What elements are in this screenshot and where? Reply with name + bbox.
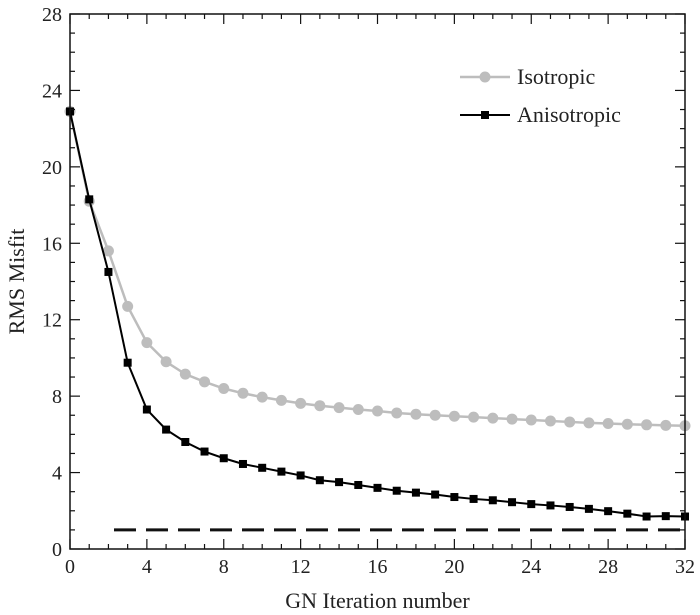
isotropic-point xyxy=(660,419,672,431)
x-tick-label: 12 xyxy=(291,556,311,578)
anisotropic-point xyxy=(508,498,517,507)
isotropic-point xyxy=(506,413,518,425)
anisotropic-point xyxy=(392,486,401,495)
isotropic-point xyxy=(333,402,345,414)
isotropic-point xyxy=(199,376,211,388)
x-axis-title: GN Iteration number xyxy=(285,588,470,613)
isotropic-point xyxy=(141,337,153,349)
anisotropic-point xyxy=(623,509,632,518)
anisotropic-point xyxy=(431,490,440,499)
anisotropic-point xyxy=(642,512,651,521)
anisotropic-point xyxy=(296,471,305,480)
y-tick-label: 8 xyxy=(52,386,62,408)
anisotropic-point xyxy=(450,493,459,502)
x-tick-label: 20 xyxy=(444,556,464,578)
isotropic-point xyxy=(583,417,595,429)
x-tick-label: 8 xyxy=(219,556,229,578)
isotropic-point xyxy=(352,404,364,416)
anisotropic-point xyxy=(219,454,228,463)
anisotropic-point xyxy=(315,476,324,485)
x-tick-label: 24 xyxy=(521,556,541,578)
anisotropic-point xyxy=(411,488,420,497)
anisotropic-point xyxy=(123,358,132,367)
isotropic-point xyxy=(487,412,499,424)
x-tick-label: 4 xyxy=(142,556,152,578)
y-tick-label: 4 xyxy=(52,463,62,485)
legend-isotropic-label: Isotropic xyxy=(517,64,595,89)
anisotropic-point xyxy=(85,195,94,204)
anisotropic-point xyxy=(354,480,363,489)
anisotropic-point xyxy=(527,500,536,509)
legend-anisotropic-marker xyxy=(481,111,489,119)
series-layer xyxy=(64,105,691,521)
isotropic-point xyxy=(102,245,114,257)
plot-frame xyxy=(69,13,686,550)
anisotropic-point xyxy=(488,496,497,505)
anisotropic-point xyxy=(373,483,382,492)
series-isotropic-line xyxy=(68,111,686,428)
series-anisotropic-line xyxy=(69,111,686,518)
anisotropic-point xyxy=(584,504,593,513)
isotropic-point xyxy=(429,409,441,421)
legend-isotropic-marker xyxy=(479,71,491,83)
anisotropic-point xyxy=(181,438,190,446)
anisotropic-point xyxy=(604,507,613,516)
x-tick-label: 0 xyxy=(65,556,75,578)
isotropic-point xyxy=(621,418,633,430)
isotropic-point xyxy=(256,391,268,403)
anisotropic-point xyxy=(238,459,247,468)
isotropic-point xyxy=(544,415,556,427)
isotropic-point xyxy=(410,408,422,420)
plot-area xyxy=(64,105,691,532)
anisotropic-point xyxy=(277,467,286,476)
anisotropic-point xyxy=(661,512,670,521)
anisotropic-point xyxy=(335,478,344,487)
legend-anisotropic-label: Anisotropic xyxy=(517,102,621,127)
y-tick-label: 12 xyxy=(42,310,62,332)
y-tick-label: 28 xyxy=(42,4,62,26)
anisotropic-point xyxy=(200,447,209,456)
y-axis-title: RMS Misfit xyxy=(4,229,29,335)
isotropic-point xyxy=(525,414,537,426)
legend: Isotropic Anisotropic xyxy=(460,64,621,127)
isotropic-point xyxy=(314,400,326,412)
x-tick-label: 32 xyxy=(675,556,695,578)
anisotropic-point xyxy=(258,463,267,472)
isotropic-point xyxy=(391,407,403,419)
isotropic-point xyxy=(160,356,172,368)
isotropic-point xyxy=(122,300,134,312)
anisotropic-point xyxy=(546,501,555,510)
x-tick-label: 16 xyxy=(368,556,388,578)
anisotropic-point xyxy=(469,494,478,503)
isotropic-point xyxy=(275,394,287,406)
anisotropic-point xyxy=(104,267,113,276)
y-tick-label: 20 xyxy=(42,157,62,179)
anisotropic-point xyxy=(162,425,171,434)
axis-ticks: 0 4 8 12 16 20 24 28 32 0 4 8 12 16 20 24 28 xyxy=(42,4,695,578)
isotropic-point xyxy=(237,387,249,399)
isotropic-point xyxy=(564,416,576,428)
isotropic-point xyxy=(448,410,460,422)
y-tick-label: 16 xyxy=(42,233,62,255)
isotropic-point xyxy=(372,405,383,417)
anisotropic-point xyxy=(142,405,151,414)
isotropic-point xyxy=(468,411,480,423)
isotropic-point xyxy=(602,417,614,429)
y-tick-label: 0 xyxy=(52,539,62,561)
y-tick-label: 24 xyxy=(42,80,62,102)
anisotropic-point xyxy=(565,502,574,511)
isotropic-point xyxy=(179,368,191,380)
isotropic-point xyxy=(218,383,230,394)
isotropic-point xyxy=(295,397,307,409)
x-tick-label: 28 xyxy=(598,556,618,578)
isotropic-point xyxy=(641,419,653,431)
